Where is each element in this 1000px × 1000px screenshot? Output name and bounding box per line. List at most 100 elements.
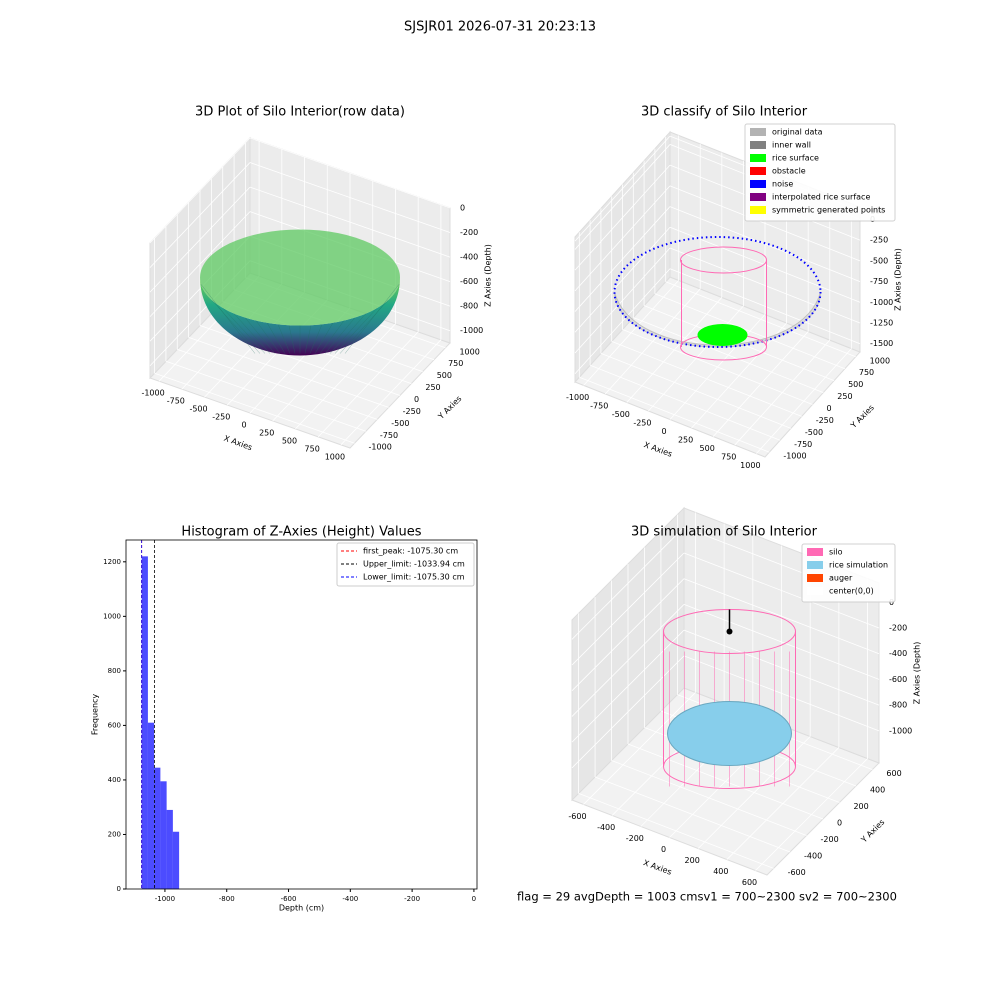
y-tick-label: -250 (816, 416, 834, 425)
center-marker (726, 628, 733, 635)
y-tick-label: -1000 (783, 452, 806, 461)
bowl-rim (200, 229, 400, 326)
z-tick-label: -400 (889, 649, 907, 658)
grid-line (589, 364, 781, 441)
mesh-line (314, 322, 334, 354)
legend-label: symmetric generated points (772, 206, 885, 215)
legend-label: first_peak: -1075.30 cm (363, 547, 458, 556)
footer-text: flag = 29 avgDepth = 1003 cmsv1 = 700~23… (517, 890, 897, 904)
y-tick-label: 0 (837, 819, 842, 828)
grid-line (669, 268, 861, 345)
legend-label: rice simulation (829, 561, 888, 570)
mesh-line (233, 313, 271, 354)
legend-label: auger (829, 574, 853, 583)
mesh-line (288, 325, 296, 354)
x-tick-label: -750 (590, 401, 608, 410)
panel-title: Histogram of Z-Axies (Height) Values (181, 525, 421, 540)
panel-title: 3D Plot of Silo Interior(row data) (195, 105, 405, 120)
x-tick-label: -250 (212, 413, 230, 422)
obstacle-cylinder (681, 260, 767, 347)
grid-line (571, 552, 685, 666)
x-tick-label: 400 (713, 867, 728, 876)
x-tick-label: 0 (661, 845, 666, 854)
grid-line (669, 185, 861, 262)
histogram-bar (172, 831, 180, 889)
axes-frame (125, 539, 478, 890)
legend-label: interpolated rice surface (772, 193, 870, 202)
grid-line (683, 655, 880, 732)
x-tick-label: 600 (742, 878, 757, 887)
grid-line (600, 352, 792, 429)
grid-line (574, 268, 671, 374)
histogram-bar (166, 809, 173, 889)
y-tick-label: 200 (853, 802, 868, 811)
z-axis-label: Z Axies (Depth) (894, 248, 903, 311)
y-tick-label: -750 (794, 440, 812, 449)
y-axis-label: Y Axies (848, 403, 876, 431)
grid-line (249, 162, 451, 233)
grid-line (669, 247, 861, 324)
legend-swatch (750, 128, 766, 136)
x-tick-label: -500 (189, 405, 207, 414)
x-tick-label: -1000 (141, 389, 164, 398)
y-tick-label: 0 (117, 885, 121, 893)
z-tick-label: -200 (460, 228, 478, 237)
mesh-line (277, 324, 291, 354)
x-tick-label: 500 (700, 444, 715, 453)
mesh-line (304, 325, 312, 354)
mesh-line (334, 307, 378, 354)
z-tick-label: -250 (870, 236, 888, 245)
histogram-bar (147, 722, 155, 889)
x-tick-label: 750 (305, 444, 320, 453)
x-axis-label: X Axies (643, 440, 674, 459)
grid-line (177, 348, 378, 420)
x-tick-label: -500 (612, 410, 630, 419)
x-tick-label: -800 (219, 895, 235, 903)
legend-label: original data (772, 128, 823, 137)
rice-surface (697, 324, 748, 346)
grid-line (571, 629, 685, 743)
x-tick-label: -400 (597, 823, 615, 832)
y-tick-label: 800 (108, 667, 121, 675)
mesh-line (244, 317, 276, 354)
z-tick-label: -600 (460, 277, 478, 286)
grid-line (611, 760, 807, 836)
y-tick-label: -200 (821, 835, 839, 844)
z-tick-label: -600 (889, 675, 907, 684)
grid-line (571, 604, 685, 717)
x-axis-label: Depth (cm) (279, 904, 324, 913)
grid-line (683, 604, 880, 680)
mesh-line (324, 317, 356, 354)
grid-line (683, 629, 880, 706)
legend-label: noise (772, 180, 793, 189)
y-tick-label: 200 (108, 830, 121, 838)
y-axis-label: Y Axies (436, 394, 464, 422)
z-tick-label: -750 (870, 277, 888, 286)
grid-line (622, 329, 813, 405)
grid-line (574, 247, 671, 354)
z-tick-label: -1000 (889, 726, 912, 735)
legend-label: obstacle (772, 167, 806, 176)
mesh-line (344, 284, 400, 354)
mesh-line (319, 320, 345, 354)
y-tick-label: 1000 (459, 347, 479, 356)
grid-line (149, 162, 251, 268)
x-tick-label: -600 (281, 895, 297, 903)
x-tick-label: 0 (241, 421, 246, 430)
grid-line (574, 164, 671, 271)
legend-label: center(0,0) (829, 587, 874, 596)
z-tick-label: 0 (460, 204, 465, 213)
bowl-surface (200, 277, 400, 356)
y-tick-label: 750 (448, 359, 463, 368)
y-tick-label: 750 (859, 368, 874, 377)
grid-line (665, 281, 856, 358)
x-tick-label: 0 (472, 895, 476, 903)
x-axis-label: X Axies (642, 858, 673, 877)
legend-label: rice surface (772, 154, 819, 163)
legend-box (801, 543, 896, 603)
mesh-line (200, 284, 256, 354)
rice-simulation (667, 701, 792, 766)
x-tick-label: 0 (661, 427, 666, 436)
x-tick-label: -750 (167, 397, 185, 406)
y-axis-label: Frequency (91, 694, 100, 736)
